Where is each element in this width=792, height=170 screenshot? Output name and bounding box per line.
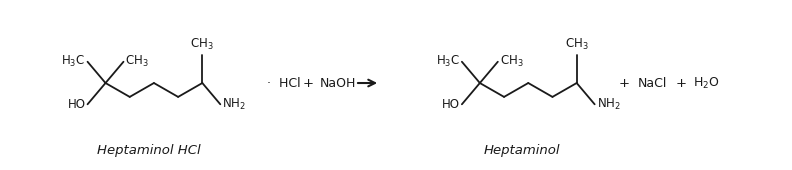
Text: NaOH: NaOH bbox=[320, 76, 356, 90]
Text: CH$_3$: CH$_3$ bbox=[125, 54, 149, 69]
Text: CH$_3$: CH$_3$ bbox=[500, 54, 524, 69]
Text: +: + bbox=[619, 76, 630, 90]
Text: HO: HO bbox=[67, 98, 86, 111]
Text: HO: HO bbox=[442, 98, 460, 111]
Text: +: + bbox=[676, 76, 687, 90]
Text: CH$_3$: CH$_3$ bbox=[565, 37, 588, 52]
Text: +: + bbox=[303, 76, 314, 90]
Text: Heptaminol HCl: Heptaminol HCl bbox=[97, 144, 200, 157]
Text: H$_3$C: H$_3$C bbox=[436, 54, 460, 69]
Text: H$_3$C: H$_3$C bbox=[62, 54, 86, 69]
Text: H$_2$O: H$_2$O bbox=[694, 75, 720, 91]
Text: CH$_3$: CH$_3$ bbox=[191, 37, 214, 52]
Text: NH$_2$: NH$_2$ bbox=[596, 97, 620, 112]
Text: NH$_2$: NH$_2$ bbox=[223, 97, 246, 112]
Text: NaCl: NaCl bbox=[638, 76, 667, 90]
Text: ·  HCl: · HCl bbox=[267, 76, 301, 90]
Text: Heptaminol: Heptaminol bbox=[484, 144, 560, 157]
